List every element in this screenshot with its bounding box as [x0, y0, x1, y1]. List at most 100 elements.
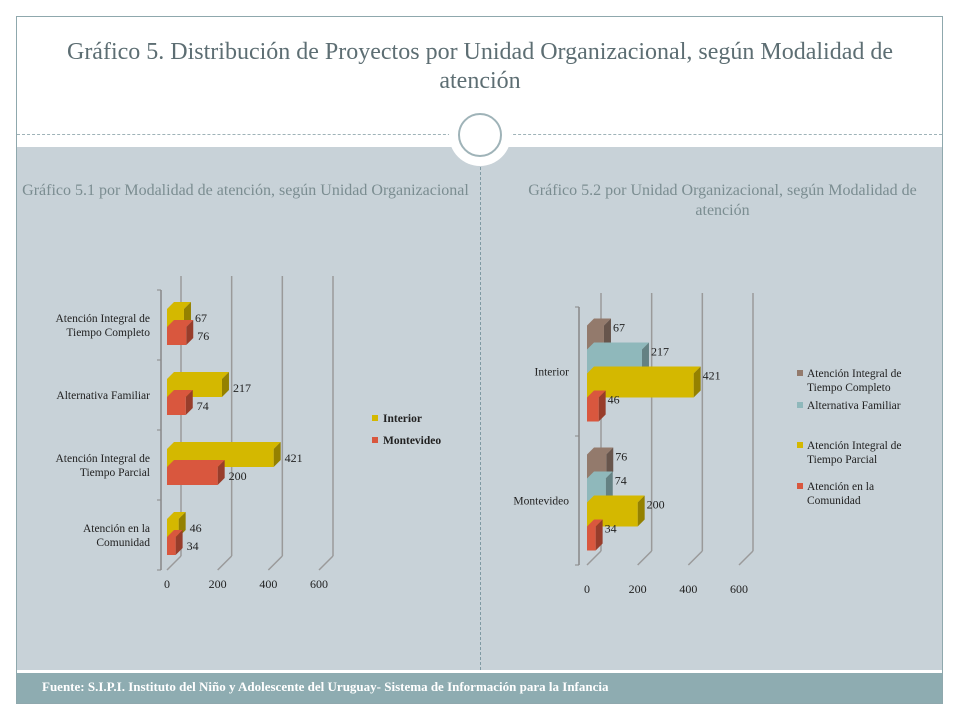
chart1-x-tick-label: 200 [209, 577, 227, 591]
chart1-data-label: 46 [190, 521, 202, 535]
chart2-legend-swatch [797, 402, 803, 408]
chart2-bar [587, 397, 599, 422]
chart2-legend-label: Atención Integral de [807, 368, 902, 380]
chart2-bar-top [587, 519, 603, 527]
chart1-bar-top [167, 512, 186, 519]
chart1-data-label: 421 [285, 451, 303, 465]
chart2-bar-top [587, 366, 701, 374]
chart2-bar-side [603, 318, 611, 350]
chart2-legend-label: Tiempo Parcial [807, 454, 877, 466]
chart1-category-label: Comunidad [96, 537, 150, 549]
chart2-gridline [738, 550, 754, 566]
chart2-gridline [687, 550, 703, 566]
source-text: Fuente: S.I.P.I. Instituto del Niño y Ad… [42, 679, 609, 694]
chart1-data-label: 217 [233, 381, 251, 395]
chart1-title: Gráfico 5.1 por Modalidad de atención, s… [22, 182, 469, 199]
chart1-bar [167, 327, 187, 345]
chart1-category-label: Atención Integral de [55, 313, 150, 325]
chart1-category-label: Alternativa Familiar [56, 390, 150, 402]
chart1-bar [167, 397, 186, 415]
chart2-bar-side [641, 342, 649, 374]
chart1-bar [167, 537, 176, 555]
chart2-bar-side [693, 366, 701, 398]
chart2-bar-side [595, 519, 603, 551]
chart2-x-tick-label: 0 [584, 582, 590, 596]
chart1-bar-top [167, 460, 225, 467]
chart1-bar-top [167, 442, 281, 449]
chart2-bar [587, 526, 596, 551]
chart2-bar-side [606, 447, 614, 479]
chart2-category-label: Interior [535, 367, 570, 379]
chart2-data-label: 67 [613, 321, 625, 335]
chart1-data-label: 76 [197, 329, 209, 343]
chart2-data-label: 46 [608, 393, 620, 407]
chart1-bar-top [167, 390, 193, 397]
chart1-bar-side [217, 460, 225, 485]
chart2-bar-top [587, 318, 611, 326]
chart1-x-tick-label: 0 [164, 577, 170, 591]
chart1-category-label: Atención Integral de [55, 453, 150, 465]
chart2-legend-label: Alternativa Familiar [807, 400, 901, 412]
chart1-x-tick-label: 400 [259, 577, 277, 591]
chart1-bar-top [167, 320, 194, 327]
circle-ornament-ring [458, 113, 502, 157]
chart2-legend-swatch [797, 442, 803, 448]
chart1-data-label: 74 [197, 399, 209, 413]
chart1-x-tick-label: 600 [310, 577, 328, 591]
chart2-data-label: 34 [605, 522, 617, 536]
chart2-legend-label: Tiempo Completo [807, 382, 891, 394]
chart1-legend-swatch [372, 437, 378, 443]
chart2-bar-side [605, 471, 613, 503]
chart1-category-label: Tiempo Completo [66, 327, 150, 339]
chart1-gridline [166, 555, 182, 571]
chart1-gridline [318, 555, 334, 571]
chart2-bar-side [598, 390, 606, 422]
chart1-category-label: Atención en la [83, 523, 150, 535]
chart1-svg: Atención Integral de Tiempo Completo 67 76 A… [55, 276, 441, 591]
chart1-bar-top [167, 302, 191, 309]
chart2-bar-top [587, 447, 614, 455]
chart2-title: Gráfico 5.2 por Unidad Organizacional, s… [528, 182, 917, 219]
chart2-bar-side [637, 495, 645, 527]
chart2-gridline [637, 550, 653, 566]
panel-divider [480, 147, 481, 670]
chart2-legend-swatch [797, 370, 803, 376]
chart2-data-label: 200 [647, 498, 665, 512]
chart1-bar-top [167, 530, 183, 537]
slide-frame [16, 16, 943, 704]
chart2-data-label: 76 [615, 450, 627, 464]
chart1-bar-side [221, 372, 229, 397]
chart1-legend-label: Montevideo [383, 435, 441, 447]
chart1-bar [167, 467, 218, 485]
chart1-bar-side [273, 442, 281, 467]
chart2-data-label: 217 [651, 345, 669, 359]
source-bar: Fuente: S.I.P.I. Instituto del Niño y Ad… [17, 673, 942, 703]
chart2-x-tick-label: 400 [679, 582, 697, 596]
chart2-legend-swatch [797, 483, 803, 489]
chart2-x-tick-label: 600 [730, 582, 748, 596]
chart1-legend-swatch [372, 415, 378, 421]
chart1-legend-label: Interior [383, 413, 422, 425]
chart1-bar [167, 519, 179, 537]
chart1-bar-top [167, 372, 229, 379]
chart1-category-label: Tiempo Parcial [80, 467, 150, 479]
chart1-data-label: 34 [187, 539, 199, 553]
chart2-bar-top [587, 342, 649, 350]
chart2-bar-top [587, 471, 613, 479]
chart1-gridline [267, 555, 283, 571]
chart1-gridline [217, 555, 233, 571]
chart1-bar-side [175, 530, 183, 555]
chart2-category-label: Montevideo [513, 496, 569, 508]
chart2-data-label: 421 [703, 369, 721, 383]
chart1-bar-side [186, 320, 194, 345]
chart2-legend-label: Atención en la [807, 481, 874, 493]
chart1-bar-side [185, 390, 193, 415]
chart2-legend-label: Comunidad [807, 495, 861, 507]
chart2-gridline [586, 550, 602, 566]
chart2-data-label: 74 [615, 474, 627, 488]
slide-title: Gráfico 5. Distribución de Proyectos por… [66, 39, 893, 94]
chart2-bar-top [587, 390, 606, 398]
chart1-data-label: 200 [229, 469, 247, 483]
chart2-legend-label: Atención Integral de [807, 440, 902, 452]
chart1-data-label: 67 [195, 311, 207, 325]
